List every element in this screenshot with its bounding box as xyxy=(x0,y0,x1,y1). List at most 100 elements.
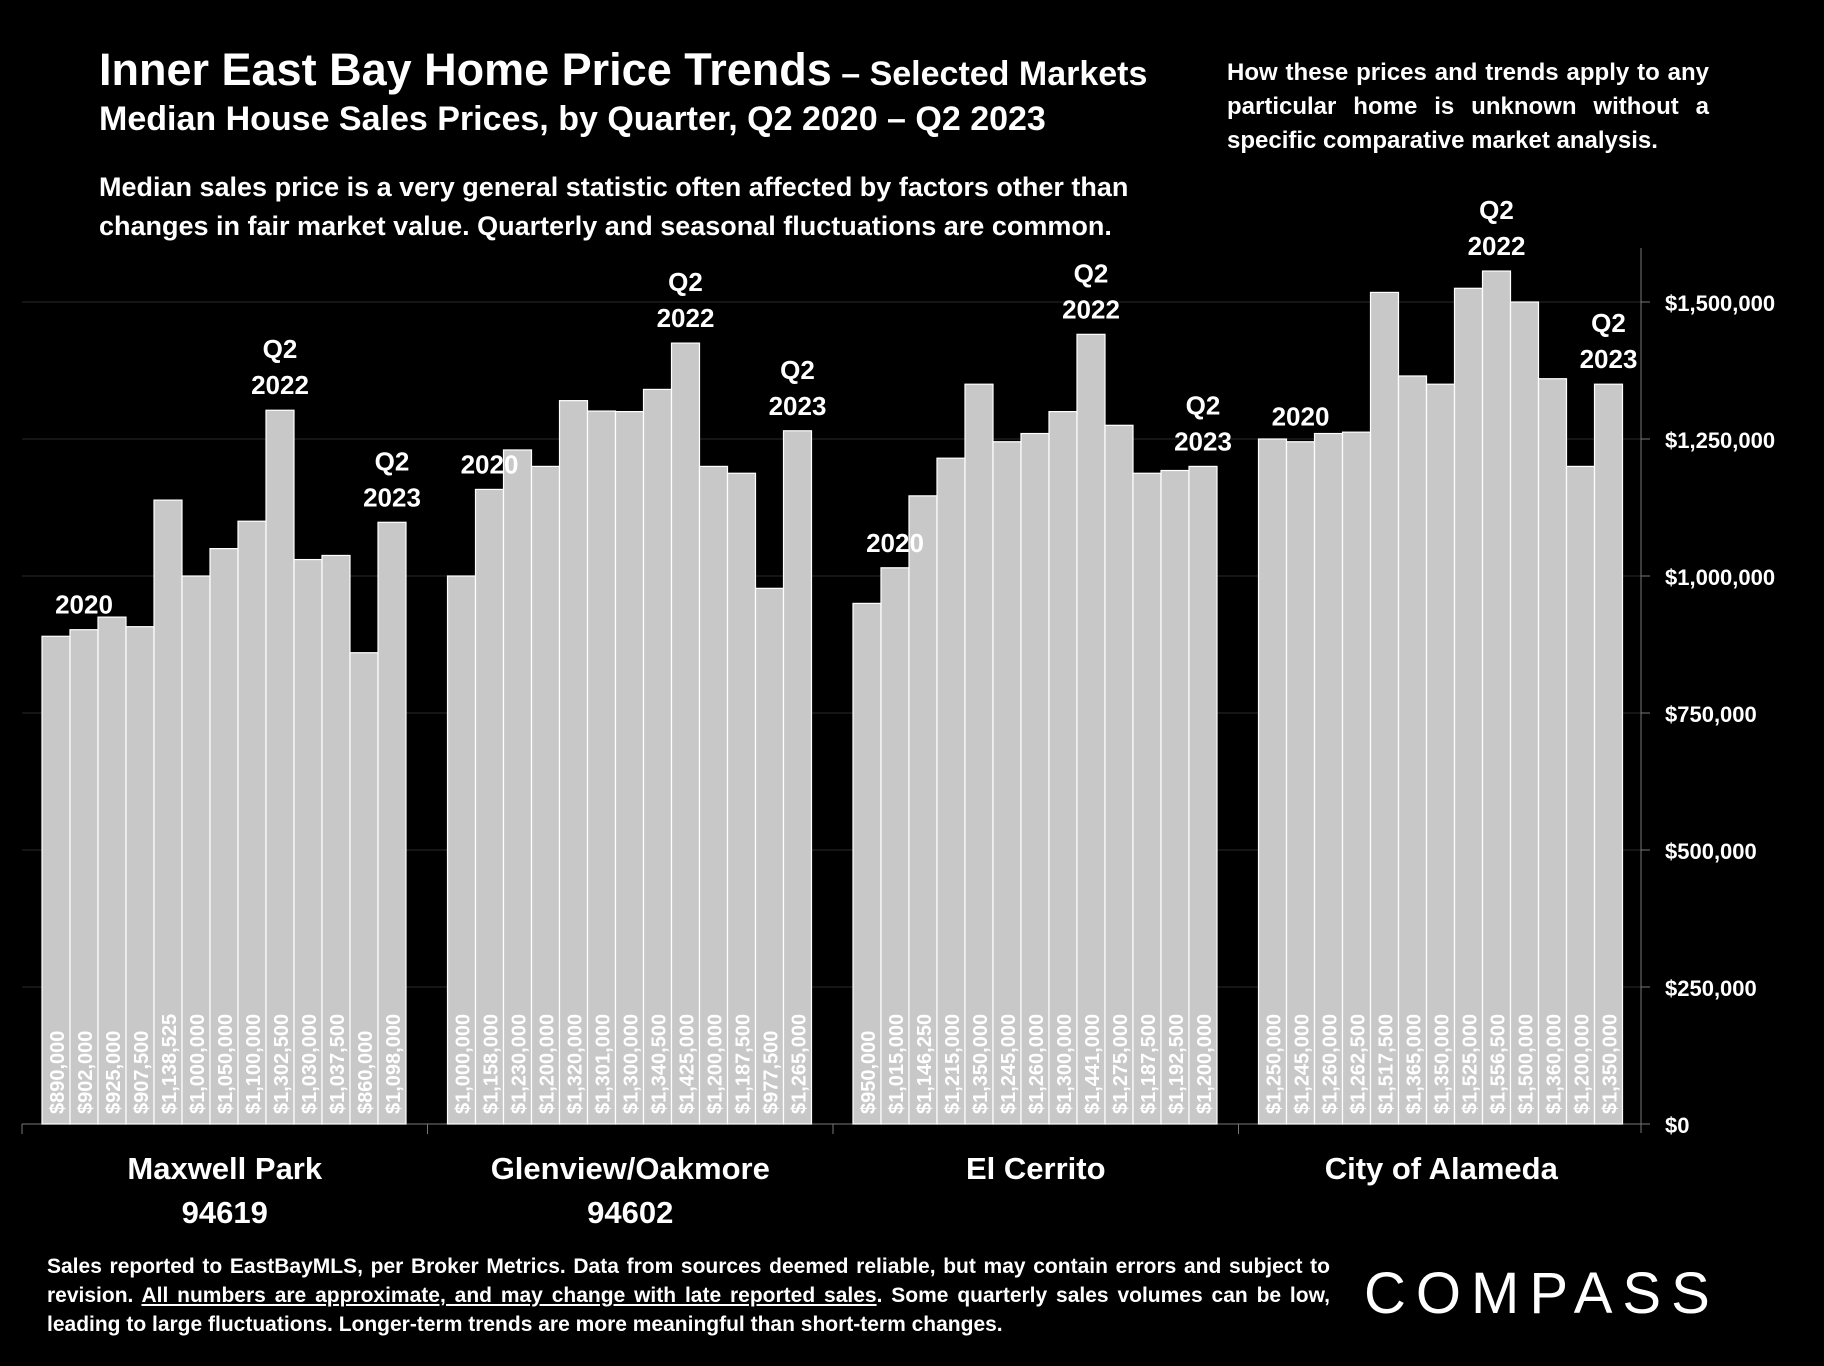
footer-underlined: All numbers are approximate, and may cha… xyxy=(141,1284,877,1307)
bar xyxy=(1397,375,1428,1125)
period-annotation: 2023 xyxy=(363,482,421,512)
bar xyxy=(321,554,351,1125)
bar xyxy=(992,441,1022,1125)
y-tick-label: $1,000,000 xyxy=(1665,565,1775,590)
bar xyxy=(1425,383,1456,1125)
bar-value-label: $1,425,000 xyxy=(677,1014,699,1114)
bar-value-label: $1,098,000 xyxy=(383,1014,405,1114)
bar-value-label: $1,301,000 xyxy=(593,1014,615,1114)
bar-value-label: $907,500 xyxy=(131,1031,153,1114)
bar-value-label: $1,030,000 xyxy=(299,1014,321,1114)
bar-value-label: $1,200,000 xyxy=(705,1014,727,1114)
bar-value-label: $890,000 xyxy=(47,1031,69,1114)
y-tick-label: $1,500,000 xyxy=(1665,291,1775,316)
bar xyxy=(642,388,673,1125)
bar-value-label: $1,300,000 xyxy=(1054,1014,1076,1114)
period-annotation: Q2 xyxy=(1479,195,1514,225)
bar xyxy=(1537,378,1568,1125)
chart-description: Median sales price is a very general sta… xyxy=(99,172,1129,241)
bar-value-label: $1,500,000 xyxy=(1516,1014,1538,1114)
period-annotation: Q2 xyxy=(780,355,815,385)
footer-note: Sales reported to EastBayMLS, per Broker… xyxy=(47,1252,1330,1339)
bar xyxy=(1313,432,1344,1125)
bar xyxy=(936,457,966,1125)
bar-value-label: $1,260,000 xyxy=(1026,1014,1048,1114)
bar-value-label: $1,100,000 xyxy=(243,1014,265,1114)
bar xyxy=(349,652,379,1125)
footer-part1: Sales reported to EastBayMLS, per Broker… xyxy=(47,1255,1330,1307)
period-annotation: 2022 xyxy=(1468,231,1526,261)
bar-value-label: $1,000,000 xyxy=(187,1014,209,1114)
bar-value-label: $1,037,500 xyxy=(327,1014,349,1114)
bar xyxy=(1509,301,1540,1125)
bar xyxy=(1076,333,1106,1125)
bar xyxy=(209,547,239,1125)
bar-value-label: $950,000 xyxy=(858,1031,880,1114)
bar xyxy=(237,520,267,1125)
title-main: Inner East Bay Home Price Trends xyxy=(99,44,832,95)
bar-value-label: $977,500 xyxy=(761,1031,783,1114)
bar-value-label: $1,340,500 xyxy=(649,1014,671,1114)
bar-value-label: $1,245,000 xyxy=(1292,1014,1314,1114)
chart-title: Inner East Bay Home Price Trends – Selec… xyxy=(99,44,1147,96)
bar-value-label: $1,200,000 xyxy=(1572,1014,1594,1114)
bar-value-label: $1,050,000 xyxy=(215,1014,237,1114)
bar-value-label: $1,215,000 xyxy=(942,1014,964,1114)
bar-value-label: $1,275,000 xyxy=(1110,1014,1132,1114)
chart-subtitle: Median House Sales Prices, by Quarter, Q… xyxy=(99,100,1046,138)
compass-logo: COMPASS xyxy=(1364,1261,1720,1326)
bar xyxy=(41,635,71,1125)
bar-value-label: $1,192,500 xyxy=(1166,1014,1188,1114)
bar-value-label: $1,525,000 xyxy=(1460,1014,1482,1114)
bar-value-label: $1,138,525 xyxy=(159,1014,181,1114)
bar-value-label: $1,262,500 xyxy=(1348,1014,1370,1114)
bar xyxy=(782,430,813,1125)
period-annotation: Q2 xyxy=(1186,390,1221,420)
period-annotation: Q2 xyxy=(1591,308,1626,338)
title-suffix: – Selected Markets xyxy=(831,55,1148,93)
bar xyxy=(1257,438,1288,1125)
bar xyxy=(698,465,729,1125)
bar xyxy=(1593,383,1624,1125)
period-annotation: 2020 xyxy=(1272,402,1330,432)
bar xyxy=(1188,465,1218,1125)
bar-value-label: $1,250,000 xyxy=(1264,1014,1286,1114)
period-annotation: 2023 xyxy=(1580,344,1638,374)
bar-value-label: $1,200,000 xyxy=(537,1014,559,1114)
group-label: City of Alameda xyxy=(1325,1151,1559,1186)
bar xyxy=(181,575,211,1125)
bar xyxy=(377,521,407,1125)
bar xyxy=(754,587,785,1125)
y-tick-label: $750,000 xyxy=(1665,702,1757,727)
bar-value-label: $925,000 xyxy=(103,1031,125,1114)
bar-value-label: $1,187,500 xyxy=(1138,1014,1160,1114)
period-annotation: 2020 xyxy=(461,449,519,479)
bar-value-label: $1,245,000 xyxy=(998,1014,1020,1114)
period-annotation: 2022 xyxy=(657,303,715,333)
bar-value-label: $1,000,000 xyxy=(453,1014,475,1114)
bar xyxy=(1160,469,1190,1125)
bar xyxy=(1020,432,1050,1125)
period-annotation: Q2 xyxy=(668,267,703,297)
bar-value-label: $1,158,000 xyxy=(481,1014,503,1114)
bar xyxy=(1369,291,1400,1125)
bar-value-label: $1,146,250 xyxy=(914,1014,936,1114)
bar-value-label: $1,200,000 xyxy=(1194,1014,1216,1114)
bar xyxy=(530,465,561,1125)
bar xyxy=(474,488,505,1125)
bar-value-label: $1,350,000 xyxy=(970,1014,992,1114)
period-annotation: 2020 xyxy=(866,528,924,558)
bar-value-label: $1,265,000 xyxy=(789,1014,811,1114)
group-label: 94619 xyxy=(182,1195,268,1230)
bar-value-label: $1,302,500 xyxy=(271,1014,293,1114)
bar xyxy=(69,629,99,1125)
group-label: Glenview/Oakmore xyxy=(491,1151,770,1186)
bar-value-label: $1,556,500 xyxy=(1488,1014,1510,1114)
footer-part2: . Some quarterly sales volumes can be lo… xyxy=(47,1284,1330,1336)
bar-value-label: $1,350,000 xyxy=(1600,1014,1622,1114)
bar-value-label: $1,350,000 xyxy=(1432,1014,1454,1114)
group-label: Maxwell Park xyxy=(127,1151,322,1186)
bar-value-label: $860,000 xyxy=(355,1031,377,1114)
bar-value-label: $1,441,000 xyxy=(1082,1014,1104,1114)
bar-value-label: $1,320,000 xyxy=(565,1014,587,1114)
